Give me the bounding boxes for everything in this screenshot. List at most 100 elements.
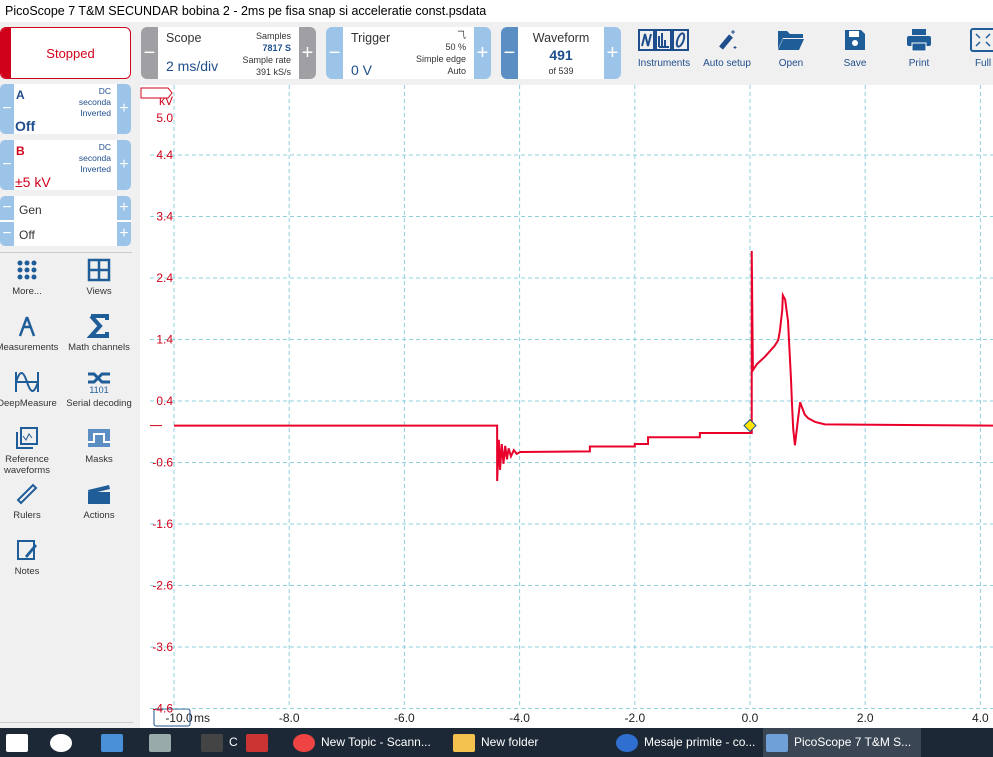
gen-state[interactable]: Off xyxy=(19,228,35,242)
full-screen-button[interactable]: Full xyxy=(955,28,993,69)
taskbar-item[interactable] xyxy=(143,728,177,757)
instruments-icon xyxy=(638,29,689,51)
side-tool-more[interactable]: More... xyxy=(0,258,62,297)
taskbar-item[interactable]: C xyxy=(195,728,238,757)
taskbar-item[interactable]: New Topic - Scann... xyxy=(287,728,431,757)
side-tool-reference-waveforms[interactable]: Reference waveforms xyxy=(0,426,62,476)
gen-decrease[interactable]: − xyxy=(0,196,14,220)
channel-a-increase[interactable]: + xyxy=(117,84,131,134)
trigger-level[interactable]: 0 V xyxy=(351,62,373,78)
window-title: PicoScope 7 T&M SECUNDAR bobina 2 - 2ms … xyxy=(0,0,993,22)
channel-b[interactable]: − B ±5 kV DC seconda Inverted + xyxy=(0,140,131,190)
chart-svg[interactable]: -10.0 -8.0 -6.0 -4.0 -2.0 0.0 2.0 4.0 ms 5.0 4.4 3.… xyxy=(140,85,993,728)
side-tool-deepmeasure[interactable]: DeepMeasure xyxy=(0,370,62,409)
scope-control: − Scope 2 ms/div Samples 7817 S Sample rat… xyxy=(141,27,316,79)
side-tool-serial-decoding[interactable]: 1101 Serial decoding xyxy=(64,370,134,409)
compass-icon xyxy=(18,316,36,337)
channel-a[interactable]: − A Off DC seconda Inverted + xyxy=(0,84,131,134)
gen-state-increase[interactable]: + xyxy=(117,222,131,246)
gen-increase[interactable]: + xyxy=(117,196,131,220)
app-c-icon xyxy=(201,733,223,752)
taskbar-item[interactable] xyxy=(44,728,78,757)
wand-icon xyxy=(719,30,737,50)
samples-value: 7817 S xyxy=(262,43,291,53)
save-icon xyxy=(845,30,865,50)
gen-state-decrease[interactable]: − xyxy=(0,222,14,246)
waveform-label: Waveform xyxy=(532,31,590,45)
side-tool-notes[interactable]: Notes xyxy=(0,538,62,577)
side-tool-views[interactable]: Views xyxy=(64,258,134,297)
generator[interactable]: − − Gen Off + + xyxy=(0,196,131,246)
taskbar-item[interactable] xyxy=(0,728,34,757)
y-tick-label: -1.6 xyxy=(152,517,173,531)
x-tick-label: 2.0 xyxy=(857,711,874,725)
timebase-increase-button[interactable]: + xyxy=(299,27,316,79)
folder-icon xyxy=(453,733,475,752)
svg-text:1101: 1101 xyxy=(89,385,108,394)
mask-icon xyxy=(88,429,110,447)
x-tick-label: -6.0 xyxy=(394,711,415,725)
run-state: Stopped xyxy=(46,46,95,61)
taskbar-item[interactable] xyxy=(95,728,129,757)
channel-b-decrease[interactable]: − xyxy=(0,140,14,190)
folder-icon xyxy=(778,31,804,50)
channel-a-range[interactable]: Off xyxy=(15,118,36,134)
samples-label: Samples xyxy=(255,31,291,41)
taskbar-item[interactable]: PicoScope 7 T&M S... xyxy=(763,728,921,757)
deepmeasure-icon xyxy=(15,372,39,392)
waveform-prev-button[interactable]: − xyxy=(501,27,518,79)
rate-label: Sample rate xyxy=(242,55,291,65)
x-unit-label: ms xyxy=(194,711,210,725)
trigger-control: − Trigger 0 V ⺄ 50 % Simple edge Auto + xyxy=(326,27,491,79)
y-tick-label: 1.4 xyxy=(156,333,173,347)
sigma-icon xyxy=(87,314,109,338)
search-icon xyxy=(50,733,72,752)
gen-label: Gen xyxy=(19,203,42,217)
instruments-button[interactable]: Instruments xyxy=(635,28,693,69)
side-tool-actions[interactable]: Actions xyxy=(64,482,134,521)
save-button[interactable]: Save xyxy=(827,28,883,69)
trigger-decrease-button[interactable]: − xyxy=(326,27,343,79)
serial-icon: 1101 xyxy=(88,372,110,394)
y-tick-label: 5.0 xyxy=(156,111,173,125)
trigger-marker xyxy=(743,418,757,433)
side-tool-measurements[interactable]: Measurements xyxy=(0,314,62,353)
thunderbird-icon xyxy=(616,733,638,752)
timebase-decrease-button[interactable]: − xyxy=(141,27,158,79)
waveform-current[interactable]: 491 xyxy=(549,47,573,63)
network-pc-icon xyxy=(101,733,123,752)
timebase-value[interactable]: 2 ms/div xyxy=(166,58,219,74)
falling-edge-icon: ⺄ xyxy=(456,30,466,40)
fullscreen-icon xyxy=(970,28,993,52)
open-button[interactable]: Open xyxy=(763,28,819,69)
channel-a-decrease[interactable]: − xyxy=(0,84,14,134)
taskbar-item[interactable]: New folder xyxy=(447,728,538,757)
x-tick-label: -10.0 xyxy=(165,711,193,725)
y-tick-label: -3.6 xyxy=(152,640,173,654)
scope-plot[interactable]: -10.0 -8.0 -6.0 -4.0 -2.0 0.0 2.0 4.0 ms 5.0 4.4 3.… xyxy=(140,85,993,728)
waveform-total: of 539 xyxy=(548,66,574,76)
channel-b-increase[interactable]: + xyxy=(117,140,131,190)
trace-channel-b xyxy=(174,250,993,481)
side-tool-math-channels[interactable]: Math channels xyxy=(64,314,134,353)
trigger-increase-button[interactable]: + xyxy=(474,27,491,79)
taskbar-item[interactable]: Mesaje primite - co... xyxy=(610,728,755,757)
channel-b-range[interactable]: ±5 kV xyxy=(15,174,51,190)
side-tool-masks[interactable]: Masks xyxy=(64,426,134,465)
taskbar-item[interactable] xyxy=(240,728,274,757)
y-tick-label: -2.6 xyxy=(152,579,173,593)
reference-icon xyxy=(16,427,38,449)
y-tick-label: -4.6 xyxy=(152,702,173,716)
picoscope-icon xyxy=(766,733,788,752)
side-tool-rulers[interactable]: Rulers xyxy=(0,482,62,521)
print-button[interactable]: Print xyxy=(891,28,947,69)
taskbar: C New Topic - Scann... New folder Mesaje pr… xyxy=(0,728,993,757)
x-tick-label: 4.0 xyxy=(972,711,989,725)
waveform-next-button[interactable]: + xyxy=(604,27,621,79)
y-tick-label: 4.4 xyxy=(156,148,173,162)
run-stop-button[interactable]: Stopped xyxy=(0,27,131,79)
printer-icon xyxy=(907,29,931,52)
rate-value: 391 kS/s xyxy=(255,67,291,77)
auto-setup-button[interactable]: Auto setup xyxy=(699,28,755,69)
grid-dots-icon xyxy=(17,260,37,280)
